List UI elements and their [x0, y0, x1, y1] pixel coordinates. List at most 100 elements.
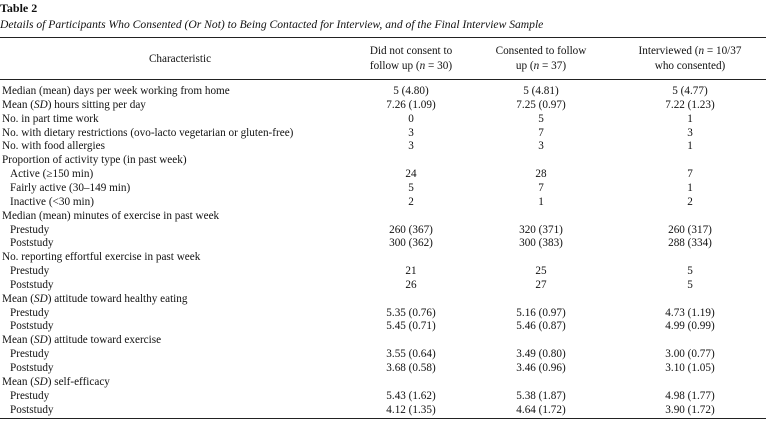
text-part: Prestudy	[10, 389, 50, 402]
sub-row-label: Active (≥150 min)	[10, 168, 93, 181]
cell: 1	[687, 181, 693, 194]
cell: 3.55 (0.64)	[386, 348, 436, 361]
cell: 1	[687, 140, 693, 153]
text-part: Mean (	[2, 98, 34, 111]
text-part: = 10/37	[704, 45, 742, 57]
sub-row-label: Prestudy	[10, 265, 49, 278]
cell: 3.90 (1.72)	[665, 403, 715, 416]
column-header: follow up (n = 30)	[370, 60, 452, 73]
text-part: ) self-efficacy	[47, 375, 110, 388]
text-part: Proportion of activity type (in past wee…	[2, 154, 187, 167]
cell: 4.12 (1.35)	[386, 403, 436, 416]
cell: 1	[538, 195, 544, 208]
cell: 3.68 (0.58)	[386, 362, 436, 374]
text-part: Prestudy	[10, 348, 50, 361]
cell: 4.99 (0.99)	[665, 320, 715, 333]
text-part: Poststudy	[10, 278, 54, 291]
cell: 0	[408, 112, 414, 125]
column-header: Did not consent to	[370, 45, 452, 58]
cell: 4.64 (1.72)	[516, 403, 566, 416]
top-rule	[0, 37, 766, 38]
column-header: up (n = 37)	[516, 60, 566, 73]
cell: 7	[538, 126, 544, 139]
text-part: ) attitude toward exercise	[47, 334, 162, 347]
text-part: Poststudy	[10, 362, 54, 374]
sub-row-label: Prestudy	[10, 390, 49, 403]
sub-row-label: Fairly active (30–149 min)	[10, 182, 130, 195]
cell: 300 (383)	[519, 237, 563, 250]
cell: 5.38 (1.87)	[516, 389, 566, 402]
text-part: SD	[34, 375, 48, 388]
cell: 5	[687, 278, 693, 291]
row-label: No. in part time work	[2, 113, 99, 126]
text-part: No. reporting effortful exercise in past…	[2, 251, 201, 264]
header-label: Characteristic	[148, 53, 212, 65]
sub-row-label: Poststudy	[10, 237, 54, 250]
cell: 5 (4.77)	[672, 85, 708, 97]
bottom-rule	[0, 418, 766, 419]
text-part: Consented to follow	[495, 45, 587, 57]
text-part: Prestudy	[10, 223, 50, 236]
cell: 260 (367)	[389, 223, 433, 236]
cell: 3	[408, 140, 414, 153]
sub-row-label: Poststudy	[10, 362, 54, 375]
table-number: Table 2	[0, 1, 38, 15]
sub-row-label: Inactive (<30 min)	[10, 196, 94, 209]
cell: 5 (4.81)	[523, 85, 559, 97]
text-part: follow up (	[369, 60, 420, 72]
cell: 2	[408, 195, 414, 208]
cell: 4.73 (1.19)	[665, 306, 715, 319]
cell: 4.98 (1.77)	[665, 389, 715, 402]
column-header: Interviewed (n = 10/37	[639, 45, 742, 58]
text-part: SD	[34, 334, 48, 347]
cell: 24	[405, 168, 417, 181]
text-part: Active (≥150 min)	[10, 168, 94, 181]
cell: 1	[687, 112, 693, 125]
cell: 3.00 (0.77)	[665, 348, 715, 361]
text-part: who consented)	[654, 60, 726, 72]
text-part: n	[419, 60, 426, 72]
text-part: = 30)	[425, 60, 453, 72]
sub-row-label: Poststudy	[10, 320, 54, 333]
column-header: Consented to follow	[496, 45, 587, 58]
text-part: Median (mean) days per week working from…	[2, 85, 230, 97]
text-part: Inactive (<30 min)	[10, 195, 94, 208]
sub-row-label: Prestudy	[10, 224, 49, 237]
cell: 2	[687, 195, 693, 208]
table-caption: Details of Participants Who Consented (O…	[0, 18, 544, 31]
row-label: Mean (SD) self-efficacy	[2, 376, 110, 389]
cell: 3.49 (0.80)	[516, 348, 566, 361]
cell: 27	[535, 278, 547, 291]
text-part: Prestudy	[10, 306, 50, 319]
text-part: SD	[34, 98, 48, 111]
row-label: No. reporting effortful exercise in past…	[2, 251, 200, 264]
cell: 320 (371)	[519, 223, 563, 236]
text-part: = 37)	[539, 60, 567, 72]
row-label: Mean (SD) attitude toward exercise	[2, 334, 161, 347]
cell: 7.26 (1.09)	[386, 98, 436, 111]
row-label: Mean (SD) attitude toward healthy eating	[2, 293, 187, 306]
cell: 21	[405, 265, 417, 278]
cell: 3.10 (1.05)	[665, 362, 715, 374]
text-part: No. in part time work	[2, 112, 99, 125]
column-header: who consented)	[655, 60, 726, 73]
text-part: Interviewed (	[638, 45, 699, 57]
cell: 26	[405, 278, 417, 291]
text-part: ) hours sitting per day	[47, 98, 146, 111]
cell: 3	[538, 140, 544, 153]
cell: 288 (334)	[668, 237, 712, 250]
cell: 5	[408, 181, 414, 194]
row-label: No. with food allergies	[2, 140, 105, 153]
text-part: Fairly active (30–149 min)	[10, 181, 131, 194]
sub-row-label: Poststudy	[10, 279, 54, 292]
row-label: Mean (SD) hours sitting per day	[2, 99, 146, 112]
cell: 5.45 (0.71)	[386, 320, 436, 333]
text-part: Median (mean) minutes of exercise in pas…	[2, 209, 220, 222]
text-part: ) attitude toward healthy eating	[47, 292, 188, 305]
cell: 25	[535, 265, 547, 278]
text-part: Mean (	[2, 334, 34, 347]
text-part: Poststudy	[10, 237, 54, 250]
sub-row-label: Prestudy	[10, 348, 49, 361]
row-label: Median (mean) days per week working from…	[2, 85, 230, 98]
